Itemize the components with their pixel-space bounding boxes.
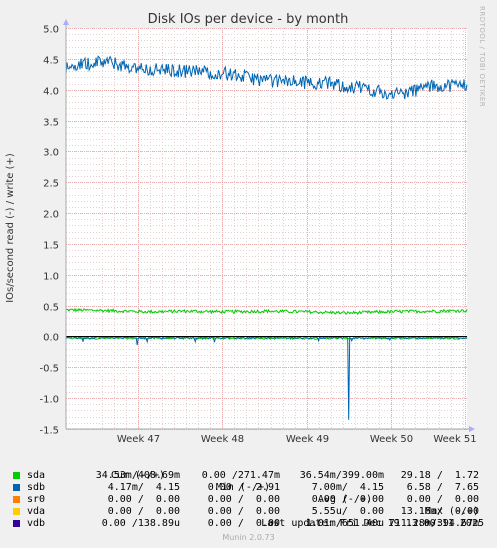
legend-series-name: sdb <box>27 482 46 493</box>
legend-avg: 5.55u/ 0.00 <box>311 506 384 517</box>
series-sdb-read <box>65 335 468 420</box>
legend-series-name: vdb <box>27 518 46 529</box>
legend-avg: 36.54m/399.00m <box>299 470 384 481</box>
y-tick-label: 5.0 <box>43 25 59 36</box>
y-tick-label: 3.5 <box>43 118 59 129</box>
legend-series-name: sda <box>27 470 46 481</box>
legend-row-vdb: vdb 0.00 /138.89u 0.00 / 0.00 1.01m/651.40u… <box>10 518 490 530</box>
x-tick-label: Week 49 <box>286 434 329 445</box>
legend-max: 29.18 / 1.72 <box>400 470 479 481</box>
legend-series-name: sr0 <box>27 494 46 505</box>
x-tick-label: Week 51 <box>433 434 476 445</box>
legend-swatch <box>13 484 20 491</box>
legend-series-name: vda <box>27 506 46 517</box>
y-tick-label: 2.5 <box>43 179 59 190</box>
legend-cur: 0.00 / 0.00 <box>107 494 180 505</box>
legend-avg: 0.00 / 0.00 <box>311 494 384 505</box>
y-axis-label: IOs/second read (-) / write (+) <box>5 153 16 303</box>
y-axis-ticks: 5.0 4.5 4.0 3.5 3.0 2.5 2.0 1.5 1.0 0.5 0.0 -0.5 -1.… <box>39 25 59 437</box>
y-tick-label: 4.5 <box>43 56 59 67</box>
grid <box>66 28 467 430</box>
legend-row-sr0: sr0 0.00 / 0.00 0.00 / 0.00 0.00 / 0.00 0.00… <box>10 494 490 506</box>
x-tick-label: Week 47 <box>117 434 160 445</box>
header-min: Min (-/+) <box>215 482 270 493</box>
chart-svg: 5.0 4.5 4.0 3.5 3.0 2.5 2.0 1.5 1.0 0.5 0.0 -0.5 -1.… <box>5 12 477 445</box>
legend-cur: 34.53m/408.69m <box>95 470 180 481</box>
chart-title: Disk IOs per device - by month <box>148 12 349 27</box>
last-update: Last update: Fri Dec 19 13:00:11 2025 <box>261 518 484 529</box>
y-tick-label: 2.0 <box>43 210 59 221</box>
x-axis-ticks: Week 47 Week 48 Week 49 Week 50 Week 51 <box>117 434 477 445</box>
legend-header: Cur (-/+) Min (-/+) Avg (-/+) Max (-/+) <box>10 458 490 517</box>
legend-swatch <box>13 472 20 479</box>
legend-avg: 1.01m/651.40u <box>305 518 384 529</box>
x-tick-label: Week 48 <box>201 434 244 445</box>
rrdtool-credit: RRDTOOL / TOBI OETIKER <box>478 6 486 108</box>
legend-cur: 0.00 /138.89u <box>101 518 180 529</box>
legend-min: 0.00 / 0.00 <box>207 494 280 505</box>
y-tick-label: 3.0 <box>43 148 59 159</box>
legend-cur: 4.17m/ 4.15 <box>107 482 180 493</box>
series-sdb-write <box>65 55 468 100</box>
footer-version: Munin 2.0.73 <box>222 533 275 542</box>
legend-row-sda: sda 34.53m/408.69m 0.00 /271.47m 36.54m/399… <box>10 470 490 482</box>
legend-min: 0.00 / 0.00 <box>207 518 280 529</box>
legend-cur: 0.00 / 0.00 <box>107 506 180 517</box>
header-avg: Avg (-/+) <box>317 494 372 505</box>
legend-max: 6.58 / 7.65 <box>406 482 479 493</box>
y-tick-label: -1.0 <box>39 395 59 406</box>
legend-swatch <box>13 520 20 527</box>
x-axis-arrow <box>469 426 475 432</box>
y-tick-label: 0.0 <box>43 333 59 344</box>
legend-min: 0.00 / 2.91 <box>207 482 280 493</box>
legend-max: 0.00 / 0.00 <box>406 494 479 505</box>
y-tick-label: 1.5 <box>43 241 59 252</box>
legend-swatch <box>13 496 20 503</box>
legend-max: 13.16m/ 0.00 <box>400 506 479 517</box>
legend-min: 0.00 /271.47m <box>201 470 280 481</box>
plot-background <box>66 28 467 429</box>
y-tick-label: 4.0 <box>43 87 59 98</box>
y-tick-label: 0.5 <box>43 303 59 314</box>
header-cur: Cur (-/+) <box>110 470 165 481</box>
y-tick-label: -0.5 <box>39 364 59 375</box>
y-tick-label: -1.5 <box>39 426 59 437</box>
y-axis-arrow <box>63 19 69 25</box>
legend-max: 711.28m/394.67m <box>388 518 479 529</box>
header-max: Max (-/+) <box>424 506 479 517</box>
series-group <box>65 55 468 420</box>
legend-swatch <box>13 508 20 515</box>
legend-min: 0.00 / 0.00 <box>207 506 280 517</box>
x-tick-label: Week 50 <box>370 434 413 445</box>
legend-avg: 7.00m/ 4.15 <box>311 482 384 493</box>
series-sda-read <box>65 336 468 341</box>
legend-row-vda: vda 0.00 / 0.00 0.00 / 0.00 5.55u/ 0.00 13.1… <box>10 506 490 518</box>
y-tick-label: 1.0 <box>43 272 59 283</box>
legend-row-sdb: sdb 4.17m/ 4.15 0.00 / 2.91 7.00m/ 4.15 6.58… <box>10 482 490 494</box>
series-sda-write <box>66 307 468 316</box>
